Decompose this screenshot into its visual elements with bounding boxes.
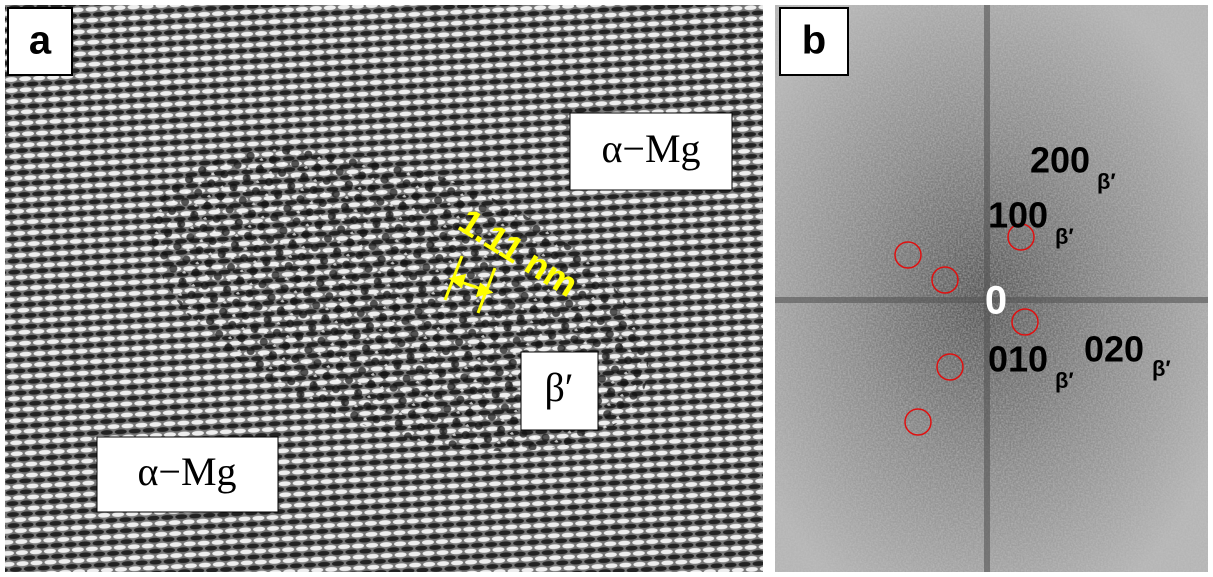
origin-label: 0 <box>985 279 1007 323</box>
panel-b: b 0 200 β′ 100 β′ 010 β′ 020 β′ <box>775 5 1208 572</box>
spot-phase: β′ <box>1055 224 1074 249</box>
panel-label: b <box>802 19 826 63</box>
phase-label: α−Mg <box>137 449 236 494</box>
phase-label: β′ <box>544 365 573 410</box>
spot-index: 020 <box>1084 329 1144 370</box>
panel-label: a <box>29 19 52 63</box>
spot-index: 100 <box>988 195 1048 236</box>
spot-index: 010 <box>988 339 1048 380</box>
panel-a: a α−Mg α−Mg β′ 1.11 nm <box>5 5 763 572</box>
spot-phase: β′ <box>1152 356 1171 381</box>
figure: a α−Mg α−Mg β′ 1.11 nm b 0 200 β′ 100 <box>0 0 1213 577</box>
phase-label: α−Mg <box>601 126 700 171</box>
spot-phase: β′ <box>1097 169 1116 194</box>
spot-phase: β′ <box>1055 368 1074 393</box>
spot-index: 200 <box>1030 140 1090 181</box>
